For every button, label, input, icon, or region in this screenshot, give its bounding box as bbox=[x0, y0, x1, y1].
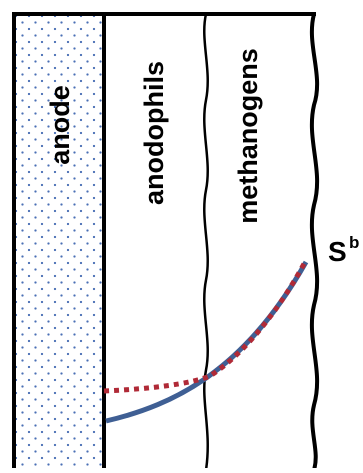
anode-label: anode bbox=[45, 85, 75, 165]
substrate-bulk-superscript: b bbox=[349, 233, 359, 252]
methanogens-label: methanogens bbox=[233, 48, 263, 224]
biofilm-outer-boundary bbox=[309, 13, 320, 471]
anodophils-label: anodophils bbox=[139, 61, 169, 205]
substrate-bulk-symbol: S bbox=[328, 236, 347, 267]
layer-boundary bbox=[203, 13, 209, 471]
anode-region bbox=[14, 14, 104, 473]
dotted-concentration-curve bbox=[103, 258, 309, 394]
